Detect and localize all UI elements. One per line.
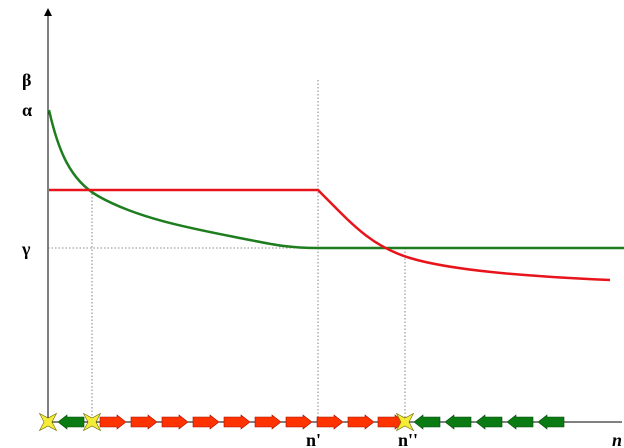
star-marker-icon xyxy=(38,412,58,432)
red-curve xyxy=(49,188,611,282)
red-right-arrow-icon xyxy=(161,414,189,430)
arrow-sequence xyxy=(38,412,565,432)
green-left-arrow-icon xyxy=(57,414,85,430)
n-axis-label: n xyxy=(612,430,622,448)
red-right-arrow-icon xyxy=(316,414,344,430)
green-left-arrow-icon xyxy=(444,414,472,430)
green-left-arrow-icon xyxy=(475,414,503,430)
star-marker-icon xyxy=(82,412,102,432)
green-left-arrow-icon xyxy=(506,414,534,430)
red-right-arrow-icon xyxy=(99,414,127,430)
green-curve xyxy=(47,109,624,250)
n-prime-label: n' xyxy=(306,430,321,448)
green-left-arrow-icon xyxy=(413,414,441,430)
gamma-label: γ xyxy=(21,239,31,259)
red-right-arrow-icon xyxy=(223,414,251,430)
beta-label: β xyxy=(22,70,31,90)
star-marker-icon xyxy=(395,412,415,432)
red-right-arrow-icon xyxy=(285,414,313,430)
red-right-arrow-icon xyxy=(347,414,375,430)
guide-lines xyxy=(48,80,406,422)
red-right-arrow-icon xyxy=(254,414,282,430)
n-double-prime-label: n'' xyxy=(398,430,418,448)
green-left-arrow-icon xyxy=(537,414,565,430)
alpha-label: α xyxy=(22,100,32,120)
red-right-arrow-icon xyxy=(192,414,220,430)
red-right-arrow-icon xyxy=(130,414,158,430)
